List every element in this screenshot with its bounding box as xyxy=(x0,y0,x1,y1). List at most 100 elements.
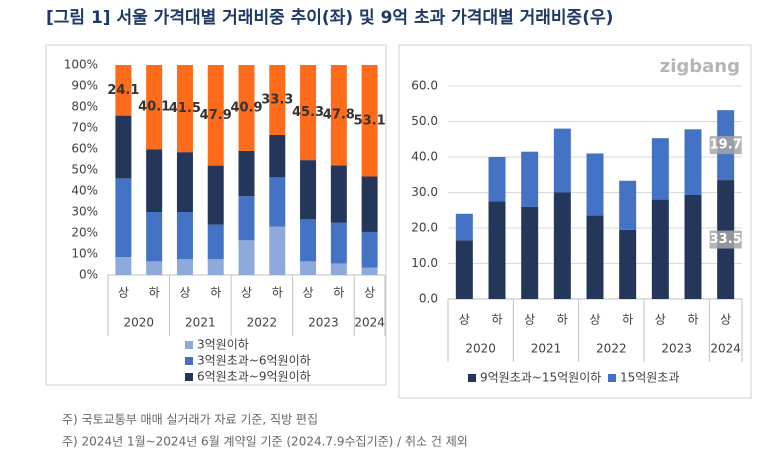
legend-label: 15억원초과 xyxy=(620,371,679,385)
y-tick-label: 0.0 xyxy=(419,292,438,306)
bar-segment xyxy=(553,192,571,299)
legend-label: 3억원이하 xyxy=(197,338,249,352)
x-group-label: 2022 xyxy=(596,342,627,356)
bar-segment xyxy=(269,177,286,227)
bar-segment xyxy=(455,213,473,241)
legend-label: 9억원초과~15억원이하 xyxy=(480,371,601,385)
bar-segment xyxy=(521,151,539,207)
bar-segment xyxy=(176,65,193,153)
bar-segment xyxy=(176,259,193,275)
bar-segment xyxy=(115,65,132,116)
data-label: 47.9 xyxy=(200,108,232,123)
bar-segment xyxy=(651,138,669,200)
x-tick-label: 상 xyxy=(241,286,252,300)
bar-segment xyxy=(238,150,255,197)
y-tick-label: 50.0 xyxy=(411,114,438,128)
bar-segment xyxy=(684,194,702,299)
bar-segment xyxy=(207,165,224,225)
bar-segment xyxy=(361,267,378,275)
x-group-label: 2022 xyxy=(247,316,278,330)
label-box xyxy=(709,136,742,155)
y-tick-label: 90% xyxy=(71,79,98,93)
label-box xyxy=(709,230,742,249)
data-label: 33.3 xyxy=(261,92,293,107)
data-label: 24.1 xyxy=(107,83,139,98)
x-group-label: 2021 xyxy=(185,316,216,330)
legend-label: 3억원초과~6억원이하 xyxy=(197,354,311,368)
x-group-label: 2023 xyxy=(661,342,692,356)
x-tick-label: 하 xyxy=(557,313,568,327)
x-tick-label: 상 xyxy=(179,286,190,300)
x-tick-label: 하 xyxy=(210,286,221,300)
x-tick-label: 하 xyxy=(333,286,344,300)
data-label: 19.7 xyxy=(710,138,742,153)
x-group-label: 2024 xyxy=(710,342,741,356)
bar-segment xyxy=(586,215,604,299)
y-tick-label: 10% xyxy=(71,247,98,261)
bar-segment xyxy=(269,65,286,135)
bar-segment xyxy=(330,65,347,166)
bar-segment xyxy=(361,231,378,268)
y-tick-label: 10.0 xyxy=(411,256,438,270)
x-group-label: 2020 xyxy=(465,342,496,356)
bar-segment xyxy=(330,222,347,264)
y-tick-label: 60.0 xyxy=(411,79,438,93)
x-tick-label: 상 xyxy=(459,313,470,327)
left-panel xyxy=(45,44,387,386)
bar-segment xyxy=(238,196,255,241)
legend-label: 6억원초과~9억원이하 xyxy=(197,370,311,384)
bar-segment xyxy=(521,206,539,299)
figure-title: [그림 1] 서울 가격대별 거래비중 추이(좌) 및 9억 초과 가격대별 거… xyxy=(46,8,613,28)
legend-swatch xyxy=(185,341,193,349)
bar-segment xyxy=(238,65,255,151)
x-group-label: 2020 xyxy=(124,316,155,330)
bar-segment xyxy=(146,212,163,262)
x-tick-label: 하 xyxy=(272,286,283,300)
bar-segment xyxy=(684,129,702,195)
y-tick-label: 20% xyxy=(71,226,98,240)
data-label: 45.3 xyxy=(292,105,324,120)
data-label: 40.1 xyxy=(138,100,170,115)
bar-segment xyxy=(586,153,604,216)
y-tick-label: 100% xyxy=(64,58,98,72)
legend-swatch xyxy=(185,373,193,381)
bar-segment xyxy=(207,259,224,275)
note: 주) 2024년 1월~2024년 6월 계약일 기준 (2024.7.9수집기… xyxy=(62,434,468,449)
data-label: 53.1 xyxy=(354,113,386,128)
bar-segment xyxy=(651,199,669,299)
bar-segment xyxy=(553,128,571,193)
y-tick-label: 40.0 xyxy=(411,150,438,164)
logo: zigbang xyxy=(660,56,740,77)
bar-segment xyxy=(115,115,132,179)
bar-segment xyxy=(207,224,224,260)
x-tick-label: 하 xyxy=(149,286,160,300)
bar-segment xyxy=(488,157,506,202)
x-group-label: 2024 xyxy=(354,316,385,330)
bar-segment xyxy=(269,134,286,178)
x-tick-label: 하 xyxy=(491,313,502,327)
bar-segment xyxy=(361,65,378,177)
x-tick-label: 상 xyxy=(364,286,375,300)
x-tick-label: 상 xyxy=(655,313,666,327)
bar-segment xyxy=(176,212,193,260)
x-tick-label: 하 xyxy=(687,313,698,327)
bar-segment xyxy=(300,261,317,275)
bar-segment xyxy=(330,263,347,275)
y-tick-label: 80% xyxy=(71,100,98,114)
data-label: 47.8 xyxy=(323,108,355,123)
y-tick-label: 60% xyxy=(71,142,98,156)
x-tick-label: 상 xyxy=(720,313,731,327)
bar-segment xyxy=(146,65,163,150)
bar-segment xyxy=(207,65,224,166)
bar-segment xyxy=(269,226,286,275)
x-tick-label: 상 xyxy=(524,313,535,327)
bar-segment xyxy=(115,178,132,258)
bar-segment xyxy=(455,240,473,299)
right-panel xyxy=(398,44,752,399)
bar-segment xyxy=(300,65,317,161)
data-label: 41.5 xyxy=(169,101,201,116)
note: 주) 국토교통부 매매 실거래가 자료 기준, 직방 편집 xyxy=(62,413,318,427)
bar-segment xyxy=(146,261,163,275)
bar-segment xyxy=(115,257,132,275)
